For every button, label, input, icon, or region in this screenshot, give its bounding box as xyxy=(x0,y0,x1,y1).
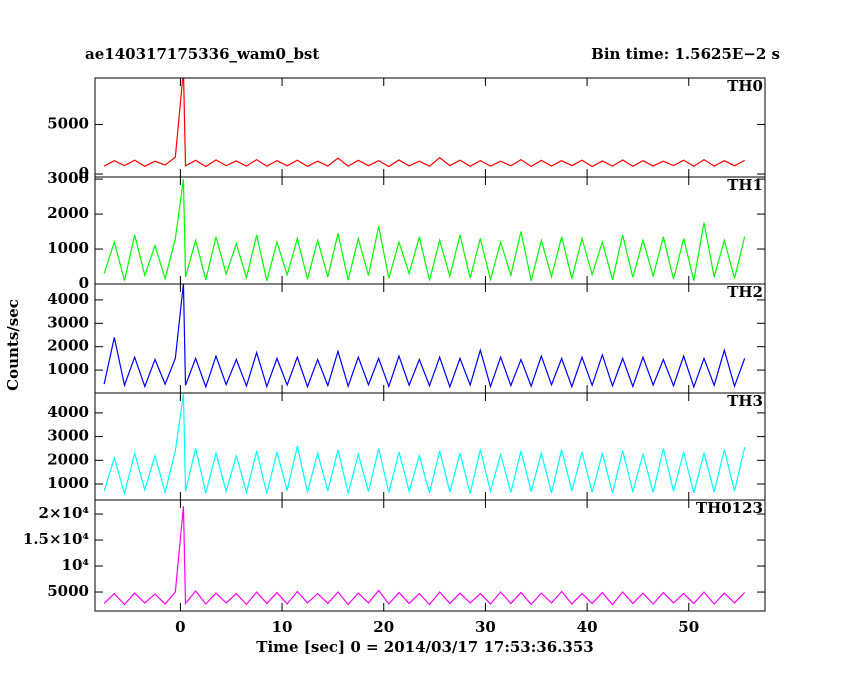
chart-title: ae140317175336_wam0_bst xyxy=(85,45,319,63)
x-tick-label: 20 xyxy=(373,618,394,636)
y-axis-label: Counts/sec xyxy=(4,299,22,391)
y-tick-label: 4000 xyxy=(47,290,89,308)
y-tick-label: 2000 xyxy=(47,337,89,355)
y-tick-label: 2000 xyxy=(47,450,89,468)
x-tick-label: 10 xyxy=(272,618,293,636)
y-tick-label: 3000 xyxy=(47,169,89,187)
y-tick-label: 10⁴ xyxy=(62,556,90,574)
panel-frame xyxy=(94,499,766,612)
x-tick-label: 40 xyxy=(577,618,598,636)
light-curve xyxy=(103,78,745,168)
y-tick-label: 1000 xyxy=(47,474,89,492)
x-tick-label: 0 xyxy=(175,618,185,636)
y-tick-label: 1000 xyxy=(47,360,89,378)
y-tick-label: 3000 xyxy=(47,313,89,331)
y-tick-label: 4000 xyxy=(47,403,89,421)
x-tick-label: 50 xyxy=(678,618,699,636)
light-curve xyxy=(103,506,746,606)
y-tick-label: 5000 xyxy=(47,582,89,600)
light-curve xyxy=(103,284,746,389)
panel-label: TH1 xyxy=(727,176,763,194)
panel-frame xyxy=(94,392,766,501)
y-tick-label: 5000 xyxy=(47,115,89,133)
panel-frame xyxy=(94,283,766,394)
light-curve xyxy=(103,393,746,496)
x-tick-label: 30 xyxy=(475,618,496,636)
y-tick-label: 3000 xyxy=(47,427,89,445)
y-tick-label: 1.5×10⁴ xyxy=(23,530,90,548)
light-curve xyxy=(103,179,746,282)
panel-label: TH2 xyxy=(727,283,763,301)
chart-subtitle: Bin time: 1.5625E−2 s xyxy=(591,45,780,63)
panel-label: TH0 xyxy=(727,77,763,95)
y-tick-label: 0 xyxy=(79,164,89,182)
y-tick-label: 2×10⁴ xyxy=(39,504,90,522)
panel-label: TH3 xyxy=(727,392,763,410)
x-axis-label: Time [sec] 0 = 2014/03/17 17:53:36.353 xyxy=(256,638,593,656)
panel-frame xyxy=(94,176,766,285)
y-tick-label: 1000 xyxy=(47,239,89,257)
panel-label: TH0123 xyxy=(696,499,763,517)
y-tick-label: 2000 xyxy=(47,204,89,222)
y-tick-label: 0 xyxy=(79,274,89,292)
